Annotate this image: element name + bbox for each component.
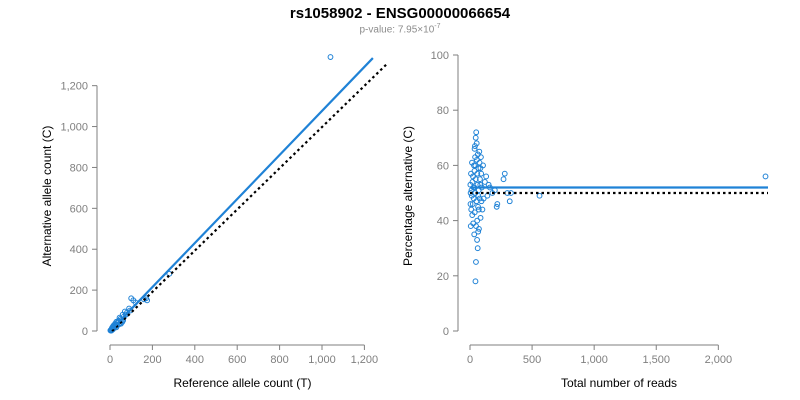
- data-point: [467, 223, 474, 230]
- data-point: [475, 192, 482, 199]
- data-point: [474, 245, 481, 252]
- y-tick-label: 600: [70, 203, 88, 215]
- panel-1: 0 200 400 600 800 1,000 1,200 0 200 400 600 800 1,00…: [40, 54, 389, 390]
- y-tick-label: 40: [437, 216, 449, 228]
- y-tick-label: 1,000: [60, 122, 88, 134]
- data-point: [476, 148, 483, 155]
- chart-subtitle: p-value: 7.95×10-7: [0, 23, 800, 35]
- x-tick-label: 1,000: [308, 354, 336, 366]
- y-tick-label: 20: [437, 271, 449, 283]
- data-point: [469, 201, 476, 207]
- data-point: [479, 206, 486, 213]
- data-point: [475, 206, 482, 213]
- data-point: [471, 145, 478, 152]
- fit-line: [111, 57, 374, 330]
- data-point: [471, 231, 478, 238]
- data-point: [493, 203, 500, 210]
- data-point: [473, 129, 480, 136]
- data-point: [506, 198, 513, 205]
- panel-2: 0 500 1,000 1,500 2,000 0 20 40 60 80 100 Total num…: [401, 50, 769, 390]
- data-point: [477, 165, 484, 172]
- data-point: [472, 134, 479, 141]
- x-tick-label: 1,000: [580, 354, 608, 366]
- p-value-text: p-value: 7.95×10: [359, 24, 435, 36]
- y-tick-label: 1,200: [60, 81, 88, 93]
- x-tick-label: 600: [228, 354, 246, 366]
- data-point: [469, 212, 476, 218]
- y-axis-label: Alternative allele count (C): [40, 126, 54, 267]
- y-tick-label: 800: [70, 162, 88, 174]
- data-point: [469, 159, 475, 166]
- y-tick-label: 80: [437, 105, 449, 117]
- data-point: [475, 203, 481, 210]
- y-axis-label: Percentage alternative (C): [401, 126, 415, 266]
- data-point: [472, 278, 479, 285]
- data-point: [472, 154, 478, 161]
- data-point: [477, 176, 483, 183]
- x-tick-label: 400: [186, 354, 204, 366]
- y-tick-label: 0: [82, 326, 88, 338]
- data-point: [500, 176, 507, 183]
- x-tick-label: 200: [143, 354, 161, 366]
- data-point: [483, 173, 490, 180]
- data-point: [473, 259, 479, 265]
- y-tick-label: 400: [70, 244, 88, 256]
- data-point: [472, 162, 479, 169]
- data-point: [494, 201, 501, 207]
- data-point: [473, 140, 480, 147]
- x-tick-label: 0: [467, 354, 473, 366]
- p-value-exponent: -7: [434, 23, 441, 30]
- y-tick-label: 100: [431, 50, 449, 62]
- x-tick-label: 1,500: [642, 354, 670, 366]
- data-point: [475, 228, 482, 235]
- data-point: [473, 223, 479, 230]
- data-point: [467, 190, 474, 196]
- data-point: [762, 173, 769, 180]
- data-point: [467, 201, 474, 207]
- y-tick-label: 200: [70, 285, 88, 297]
- x-tick-label: 800: [270, 354, 288, 366]
- x-axis-label: Reference allele count (T): [173, 376, 311, 390]
- data-point: [489, 190, 496, 196]
- data-point: [474, 217, 481, 224]
- x-tick-label: 2,000: [705, 354, 733, 366]
- reference-line: [111, 62, 389, 332]
- x-tick-label: 0: [107, 354, 113, 366]
- chart-title: rs1058902 - ENSG00000066654: [289, 5, 511, 22]
- data-point: [476, 159, 483, 166]
- x-tick-label: 1,200: [351, 354, 379, 366]
- data-point: [474, 237, 480, 243]
- y-tick-label: 60: [437, 160, 449, 172]
- data-point: [327, 54, 334, 60]
- data-point: [478, 198, 485, 205]
- data-point: [474, 170, 481, 177]
- data-point: [536, 192, 543, 199]
- data-point: [468, 206, 475, 213]
- data-point: [478, 170, 485, 177]
- x-tick-label: 500: [523, 354, 541, 366]
- data-point: [482, 179, 488, 185]
- y-tick-label: 0: [443, 326, 449, 338]
- data-point: [477, 214, 484, 221]
- data-point: [128, 295, 135, 302]
- data-point: [501, 170, 508, 177]
- x-axis-label: Total number of reads: [561, 376, 677, 390]
- data-point: [468, 170, 474, 177]
